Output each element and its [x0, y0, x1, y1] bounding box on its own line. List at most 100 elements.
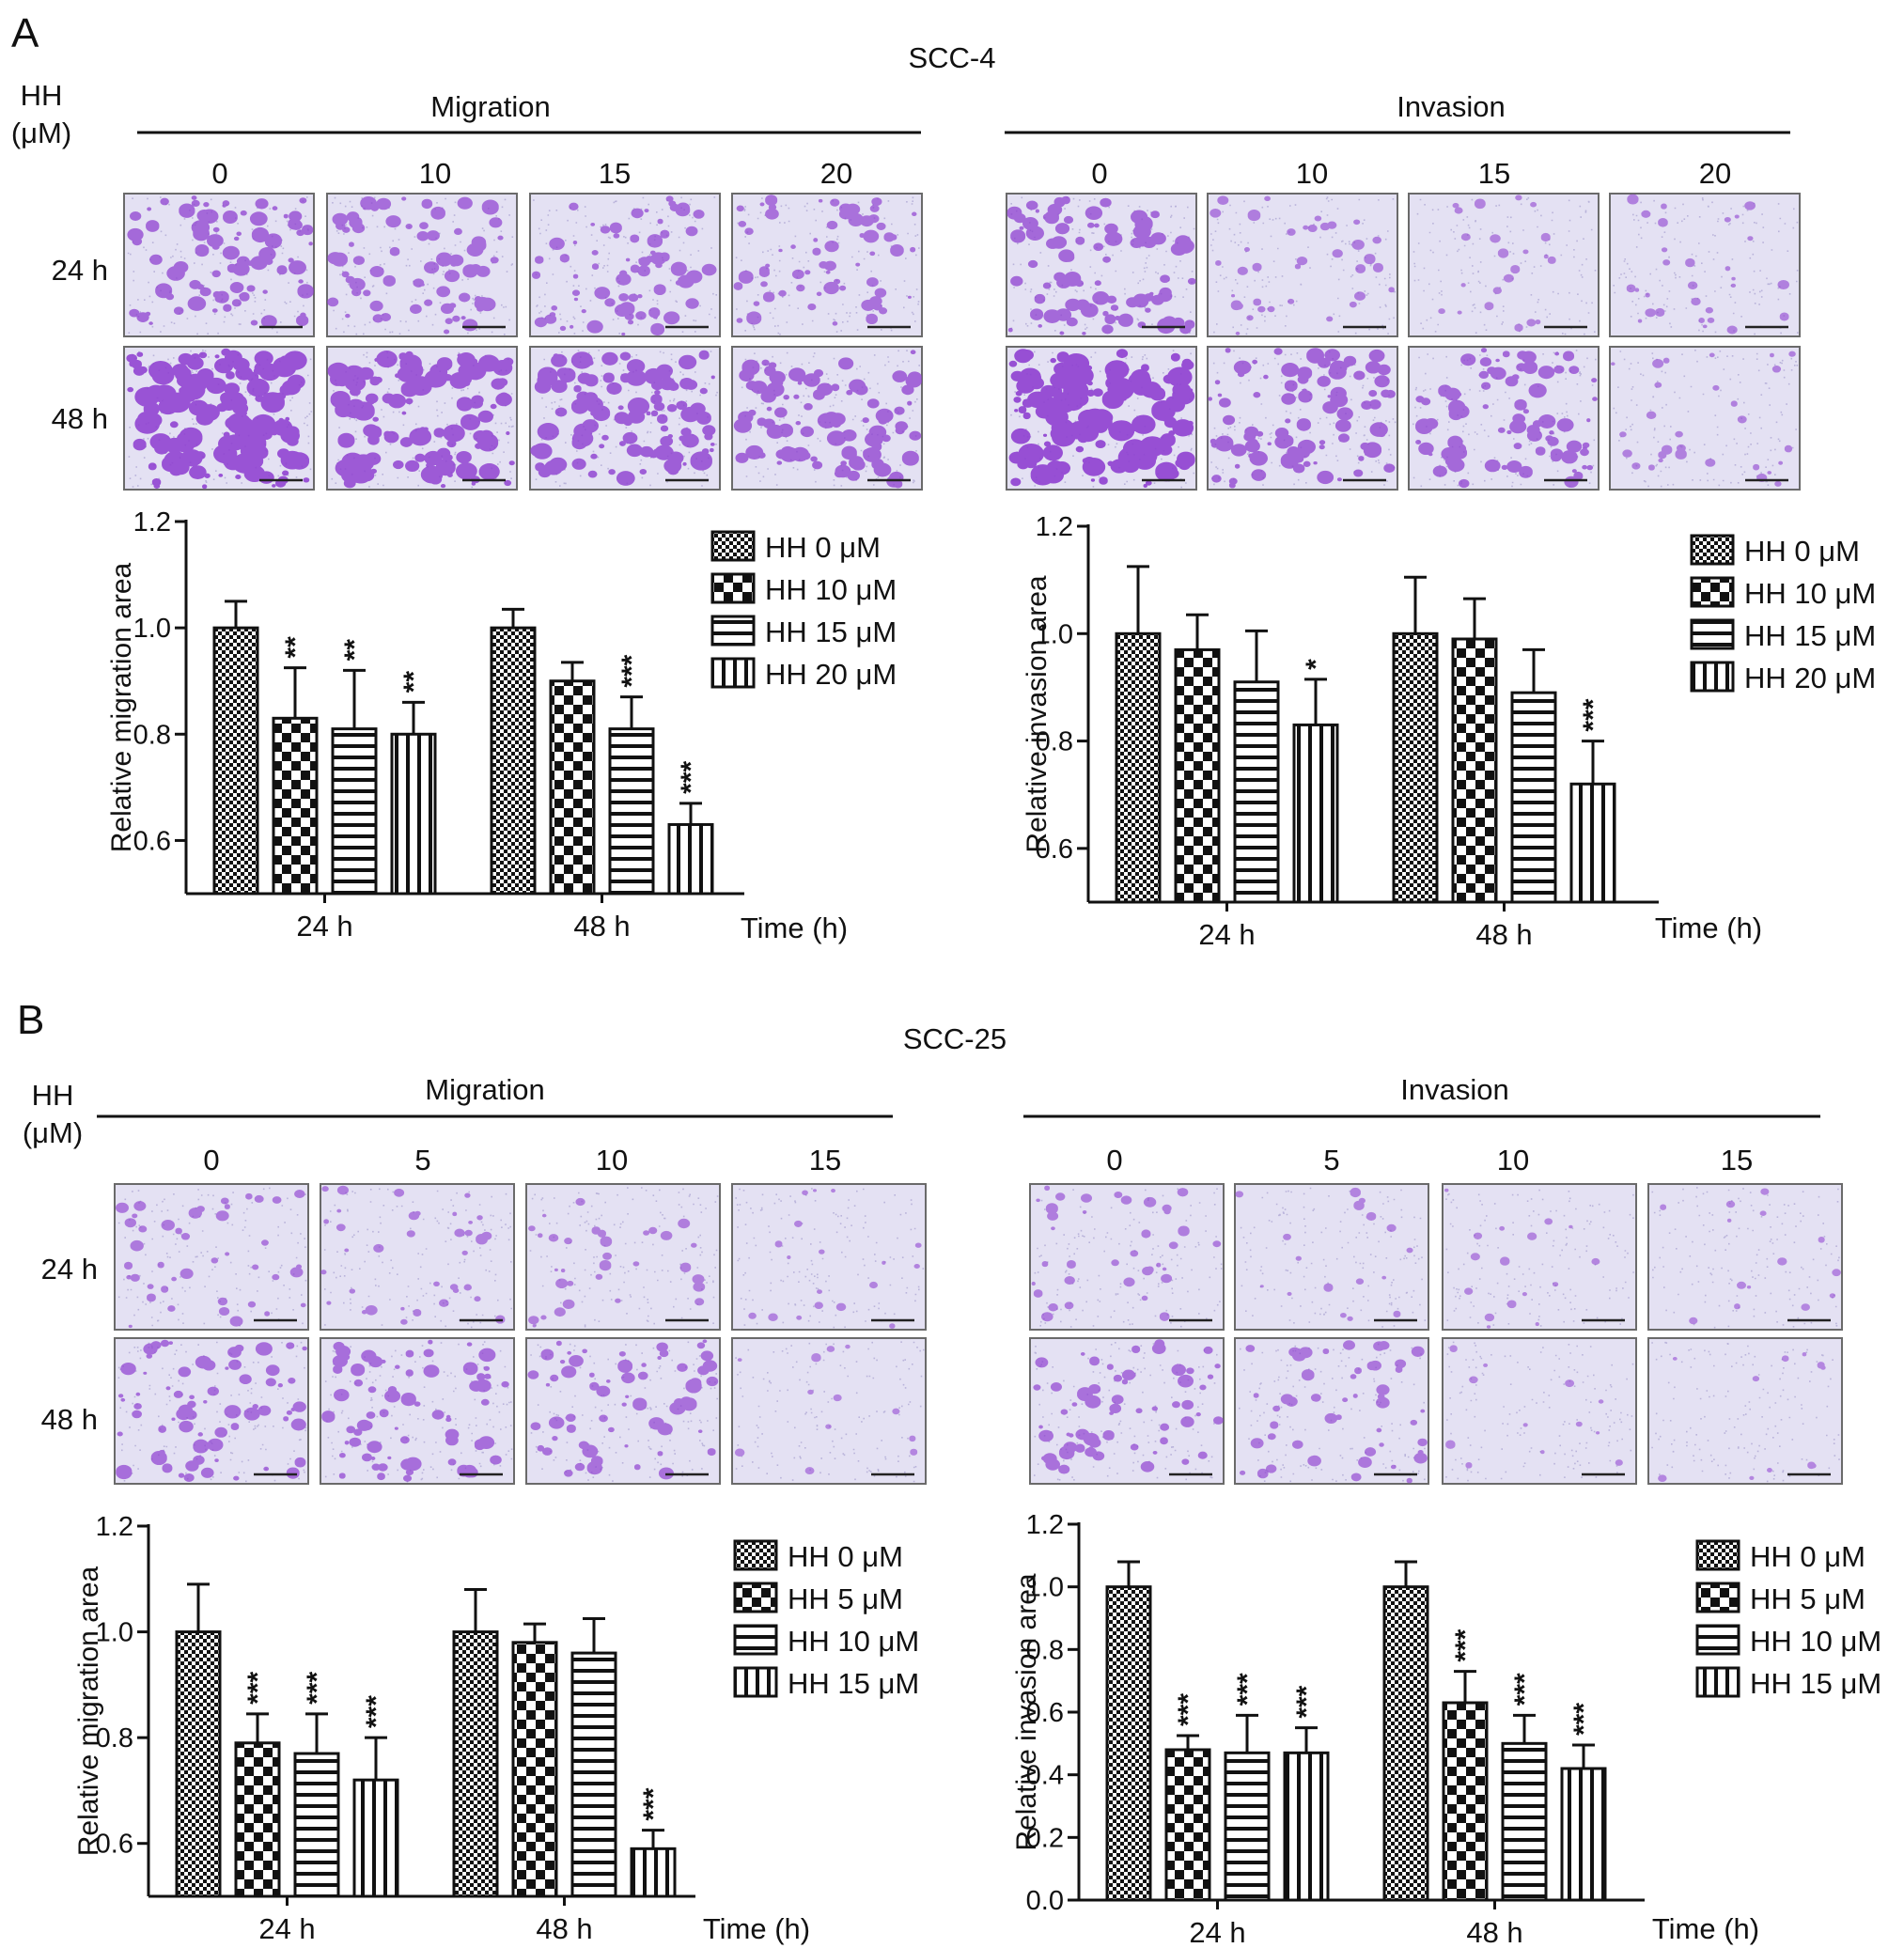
y-tick-label: 1.0 [133, 614, 171, 644]
y-axis-title: Relative invasion area [1011, 1573, 1042, 1850]
micrograph-background [1442, 1337, 1637, 1485]
bar [1442, 1701, 1489, 1902]
legend-label: HH 15 μM [1750, 1667, 1881, 1700]
row-label: 48 h [52, 402, 108, 435]
y-tick-label: 0.8 [133, 720, 171, 750]
stained-cells [733, 195, 917, 326]
micrograph-texture [741, 350, 920, 487]
bar [1224, 1751, 1271, 1902]
micrograph-background [114, 1183, 309, 1331]
stained-cells [1444, 1188, 1600, 1329]
micrograph-tile [123, 193, 315, 337]
micrograph-tile [114, 1183, 309, 1331]
bar [1174, 647, 1221, 904]
micrograph-tile [1647, 1183, 1843, 1331]
bar [1451, 637, 1498, 904]
bar [608, 727, 655, 896]
legend-swatch [710, 615, 756, 647]
row-label: 24 h [41, 1253, 98, 1286]
bar [390, 732, 437, 896]
micrograph-tile [731, 346, 923, 491]
y-tick-label: 0.0 [1026, 1886, 1064, 1916]
legend-swatch [1695, 1539, 1740, 1571]
legend-swatch [1695, 1624, 1740, 1656]
significance-label: * [1301, 659, 1332, 670]
concentration-label: 0 [1091, 157, 1107, 190]
legend-swatch [1695, 1666, 1740, 1698]
legend-swatch [1690, 618, 1735, 650]
significance-label: *** [1568, 1703, 1600, 1736]
significance-label: ** [339, 639, 370, 662]
micrograph-tile [529, 346, 721, 491]
concentration-label: 20 [820, 157, 852, 190]
significance-label: *** [1173, 1693, 1204, 1726]
y-tick-label: 0.6 [96, 1830, 133, 1860]
micrograph-tile [1408, 193, 1600, 337]
x-axis-title: Time (h) [703, 1912, 810, 1945]
micrograph-background [1609, 193, 1801, 337]
y-axis-title: Relative invasion area [1022, 575, 1053, 852]
stained-cells [530, 350, 716, 486]
significance-label: *** [302, 1671, 333, 1704]
stained-cells [321, 1339, 509, 1482]
stained-cells [1008, 349, 1195, 488]
hh-label: HH [21, 79, 63, 112]
y-tick-label: 0.2 [1026, 1823, 1064, 1853]
concentration-label: 15 [809, 1144, 841, 1177]
micrograph-tile [1647, 1337, 1843, 1485]
legend-label: HH 15 μM [788, 1667, 919, 1700]
micrograph-tile [1442, 1183, 1637, 1331]
micrograph-background [326, 193, 518, 337]
panel-letter: A [11, 10, 39, 56]
stained-cells [1611, 351, 1796, 487]
x-axis-title: Time (h) [741, 912, 848, 944]
concentration-label: 15 [1721, 1144, 1753, 1177]
significance-label: *** [1509, 1673, 1540, 1706]
row-label: 48 h [41, 1403, 98, 1436]
bar [1292, 723, 1339, 904]
micrograph-tile [123, 346, 315, 491]
micrograph-grid [114, 1183, 1843, 1485]
micrograph-background [1234, 1183, 1429, 1331]
micrograph-tile [731, 193, 923, 337]
concentration-label: 10 [596, 1144, 628, 1177]
bar [175, 1630, 222, 1898]
legend-label: HH 5 μM [1750, 1582, 1865, 1615]
y-tick-label: 1.2 [1026, 1510, 1064, 1540]
stained-cells [733, 350, 922, 489]
group-title-invasion: Invasion [1397, 90, 1505, 123]
legend-label: HH 0 μM [1750, 1540, 1865, 1573]
micrograph-tile [1234, 1337, 1429, 1485]
micrograph-background [525, 1183, 721, 1331]
micrograph-texture [530, 1341, 718, 1482]
bar [511, 1641, 558, 1898]
y-tick-label: 0.4 [1026, 1761, 1064, 1791]
x-tick-label: 48 h [1475, 918, 1532, 951]
legend-swatch [1690, 661, 1735, 693]
legend-label: HH 15 μM [765, 616, 897, 648]
legend-swatch [710, 657, 756, 689]
micrograph-tile [525, 1183, 721, 1331]
hh-unit-label: (μM) [11, 117, 71, 149]
significance-label: *** [1450, 1629, 1481, 1661]
x-axis-title: Time (h) [1652, 1912, 1759, 1945]
legend-swatch [1695, 1582, 1740, 1613]
bar [331, 727, 378, 896]
micrograph-background [1408, 193, 1600, 337]
hh-label: HH [32, 1079, 74, 1112]
micrograph-tile [1029, 1337, 1225, 1485]
bar [667, 822, 714, 896]
x-tick-label: 24 h [1189, 1916, 1245, 1948]
micrograph-background [731, 1183, 927, 1331]
bar [570, 1651, 617, 1898]
bar [630, 1847, 677, 1898]
group-title-migration: Migration [425, 1073, 545, 1106]
micrograph-tile [320, 1337, 515, 1485]
micrograph-texture [1034, 1188, 1223, 1328]
y-tick-label: 0.8 [1026, 1635, 1064, 1665]
legend-swatch [710, 530, 756, 562]
legend-swatch [733, 1624, 778, 1656]
y-tick-label: 0.6 [1036, 834, 1073, 865]
micrograph-tile [1609, 346, 1801, 491]
y-tick-label: 1.2 [133, 507, 171, 538]
